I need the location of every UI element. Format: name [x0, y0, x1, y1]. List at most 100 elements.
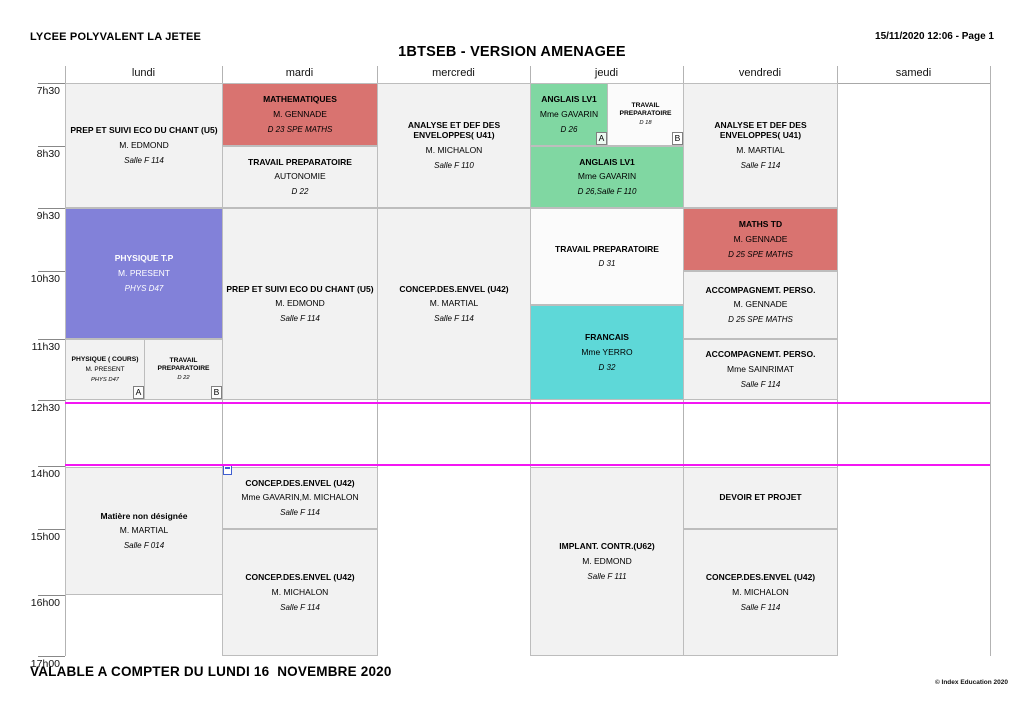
course-room: D 22 [177, 375, 190, 382]
time-label-10h30: 10h30 [30, 273, 60, 285]
course-room: Salle F 114 [124, 155, 164, 165]
time-label-15h00: 15h00 [30, 531, 60, 543]
course-title: CONCEP.DES.ENVEL (U42) [245, 572, 355, 583]
course-room: D 26 [560, 124, 578, 134]
course-title: MATHEMATIQUES [263, 94, 337, 105]
course-title: ANGLAIS LV1 [579, 156, 635, 167]
course-teacher: Mme SAINRIMAT [727, 363, 794, 374]
course-title: ANALYSE ET DEF DES ENVELOPPES( U41) [714, 120, 807, 141]
course-block: DEVOIR ET PROJET [683, 467, 838, 529]
course-room: D 31 [598, 259, 616, 269]
lunch-break-line-12h30 [65, 402, 990, 404]
course-block: PREP ET SUIVI ECO DU CHANT (U5) M. EDMOND… [65, 83, 223, 208]
day-header-vendredi: vendredi [738, 67, 782, 79]
course-teacher: Mme YERRO [581, 346, 633, 357]
course-room: Salle F 114 [280, 508, 320, 518]
time-tick [38, 146, 65, 147]
lunch-break-line-14h00 [65, 464, 990, 466]
course-room: Salle F 114 [740, 602, 781, 612]
course-room: Salle F 114 [434, 314, 474, 324]
course-teacher: M. GENNADE [273, 108, 327, 119]
course-room: D 22 [291, 187, 309, 197]
course-title: PREP ET SUIVI ECO DU CHANT (U5) [70, 125, 218, 136]
time-label-7h30: 7h30 [36, 85, 60, 97]
time-label-16h00: 16h00 [30, 597, 60, 609]
course-room: Salle F 114 [280, 602, 320, 612]
course-title: PHYSIQUE T.P [114, 253, 174, 264]
school-name: LYCEE POLYVALENT LA JETEE [30, 31, 202, 43]
course-block: ANGLAIS LV1 Mme GAVARIN D 26,Salle F 110 [530, 146, 684, 208]
course-title: TRAVAIL PREPARATOIRE [248, 156, 352, 167]
time-tick [38, 656, 65, 657]
page-title: 1BTSEB - VERSION AMENAGEE [398, 44, 626, 60]
day-header-mardi: mardi [285, 67, 314, 79]
course-block: PHYSIQUE ( COURS) M. PRESENT PHYS D47 A [65, 339, 145, 400]
course-block: IMPLANT. CONTR.(U62) M. EDMOND Salle F 111 [530, 467, 684, 656]
course-title: DEVOIR ET PROJET [719, 492, 802, 503]
course-block: Matière non désignée M. MARTIAL Salle F 01… [65, 467, 223, 595]
course-room: Salle F 114 [740, 379, 781, 389]
course-block: CONCEP.DES.ENVEL (U42) M. MICHALON Salle F… [222, 529, 378, 656]
course-room: Salle F 014 [123, 541, 165, 551]
course-teacher: M. GENNADE [733, 233, 788, 244]
course-teacher: M. EDMOND [582, 555, 632, 566]
course-block: TRAVAIL PREPARATOIRE D 22 B [144, 339, 223, 400]
course-title: MATHS TD [738, 219, 783, 230]
course-teacher: M. EDMOND [119, 139, 169, 150]
course-block: ACCOMPAGNEMT. PERSO. M. GENNADE D 25 SPE M… [683, 271, 838, 339]
course-room: Salle F 114 [280, 314, 320, 324]
course-title: FRANCAIS [585, 332, 629, 343]
group-marker-B: B [672, 132, 683, 145]
time-label-11h30: 11h30 [31, 341, 60, 353]
time-label-14h00: 14h00 [30, 468, 60, 480]
course-block: ACCOMPAGNEMT. PERSO. Mme SAINRIMAT Salle F… [683, 339, 838, 400]
course-room: D 25 SPE MATHS [728, 249, 793, 259]
group-marker-B: B [211, 386, 222, 399]
course-title: CONCEP.DES.ENVEL (U42) [399, 283, 509, 294]
course-teacher: Mme GAVARIN,M. MICHALON [241, 492, 359, 503]
time-tick [38, 83, 65, 84]
course-room: D 25 SPE MATHS [728, 315, 793, 325]
course-teacher: M. PRESENT [85, 366, 125, 374]
time-label-12h30: 12h30 [30, 402, 60, 414]
course-block: ANALYSE ET DEF DES ENVELOPPES( U41) M. MA… [683, 83, 838, 208]
course-title: CONCEP.DES.ENVEL (U42) [245, 477, 355, 488]
course-room: D 18 [639, 120, 652, 127]
time-tick [38, 400, 65, 401]
course-room: Salle F 111 [587, 571, 627, 581]
course-teacher: M. GENNADE [733, 299, 788, 310]
day-header-samedi: samedi [895, 67, 932, 79]
time-tick [38, 529, 65, 530]
course-room: Salle F 110 [434, 160, 474, 170]
time-tick [38, 339, 65, 340]
course-teacher: M. MARTIAL [119, 525, 169, 536]
validity-note: VALABLE A COMPTER DU LUNDI 16 NOVEMBRE 2… [30, 664, 392, 679]
course-teacher: M. EDMOND [275, 298, 325, 309]
copyright: © Index Education 2020 [934, 679, 1008, 686]
group-marker-A: A [133, 386, 144, 399]
course-room: PHYS D47 [124, 283, 164, 293]
course-block: ANALYSE ET DEF DES ENVELOPPES( U41) M. MI… [377, 83, 531, 208]
day-header-lundi: lundi [131, 67, 156, 79]
course-teacher: AUTONOMIE [274, 171, 326, 182]
course-block: TRAVAIL PREPARATOIRE D 31 [530, 208, 684, 305]
time-tick [38, 208, 65, 209]
time-label-9h30: 9h30 [36, 210, 60, 222]
print-date-page: 15/11/2020 12:06 - Page 1 [875, 31, 994, 42]
course-teacher: M. MICHALON [271, 586, 329, 597]
group-marker-A: A [596, 132, 607, 145]
course-teacher: M. PRESENT [118, 267, 170, 278]
time-tick [38, 466, 65, 467]
course-block: MATHS TD M. GENNADE D 25 SPE MATHS [683, 208, 838, 271]
course-block: TRAVAIL PREPARATOIRE D 18 B [607, 83, 684, 146]
course-room: D 32 [598, 362, 616, 372]
table-right-border [990, 66, 991, 656]
course-title: PREP ET SUIVI ECO DU CHANT (U5) [226, 283, 374, 294]
course-teacher: M. MICHALON [732, 586, 789, 597]
course-room: Salle F 114 [740, 160, 781, 170]
course-teacher: M. MICHALON [425, 144, 483, 155]
course-teacher: Mme GAVARIN [539, 108, 599, 119]
course-title: IMPLANT. CONTR.(U62) [559, 541, 655, 552]
course-title: Matière non désignée [100, 510, 188, 521]
